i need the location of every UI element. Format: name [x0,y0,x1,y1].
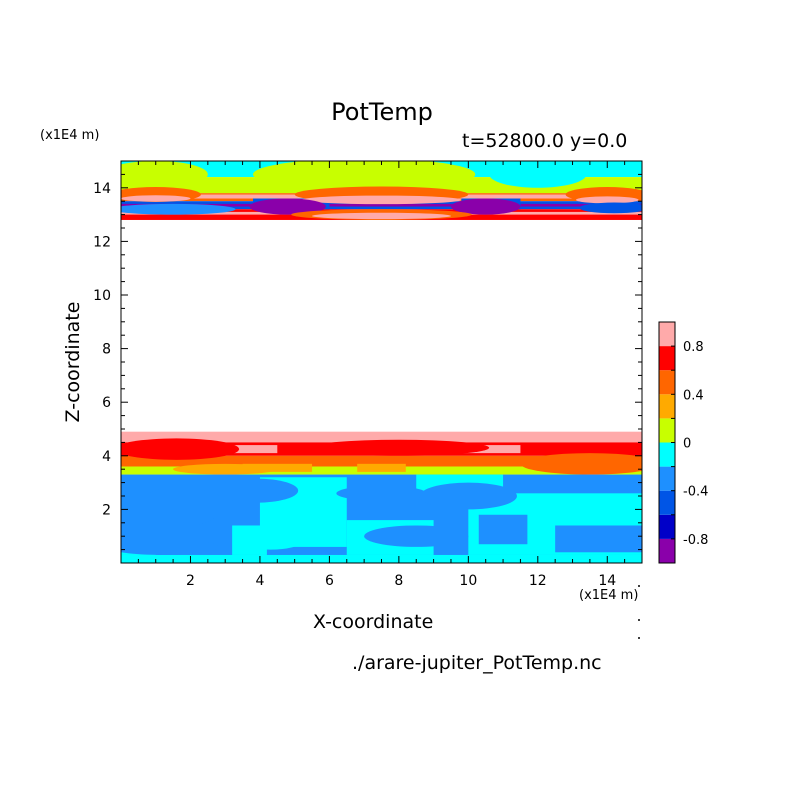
x-tick-label: 4 [255,573,264,589]
contour-patch [576,196,639,204]
contour-patch [520,453,642,475]
contour-region [478,514,528,545]
colorbar-swatch [659,322,675,347]
x-tick-label: 2 [186,573,195,589]
contour-patch [489,161,587,188]
colorbar-swatch [659,370,675,395]
contour-patch [173,463,278,475]
contour-patch [312,212,451,220]
contour-patch [579,202,642,214]
y-tick-label: 14 [93,181,111,197]
x-tick-label: 10 [459,573,477,589]
colorbar-label: 0 [683,437,691,452]
contour-field [121,161,642,563]
contour-region [357,463,406,472]
y-tick-label: 12 [93,234,111,250]
y-tick-label: 8 [102,342,111,358]
contour-patch [214,478,299,503]
x-axis-label: X-coordinate [313,611,434,633]
contour-band [121,455,642,467]
colorbar-swatch [659,490,675,515]
contour-patch [121,438,240,460]
contour-patch [121,203,236,215]
contour-patch [301,195,462,205]
contour-region [555,525,642,553]
contour-patch [121,195,191,202]
contour-patch [336,485,427,501]
marker-dot [638,637,640,639]
colorbar-label: -0.8 [683,533,708,548]
contour-patch [239,533,302,550]
x-tick-label: 6 [325,573,334,589]
contour-patch [308,439,490,456]
contour-patch [121,538,219,555]
colorbar-swatch [659,346,675,371]
contour-patch [419,482,517,510]
contour-patch [510,474,636,491]
contour-patch [249,198,326,215]
colorbar-swatch [659,442,675,467]
axis-ticks [120,160,643,564]
contour-region [121,554,642,563]
y-tick-label: 6 [102,395,111,411]
colorbar-swatch [659,394,675,419]
y-axis-unit: (x1E4 m) [40,128,100,143]
source-file-label: ./arare-jupiter_PotTemp.nc [352,652,602,674]
colorbar-swatch [659,466,675,491]
x-tick-label: 14 [598,573,616,589]
marker-dot [638,619,640,621]
colorbar: 0.8 0.4 0 -0.4 -0.8 [658,321,708,564]
contour-patch [121,161,208,188]
contour-patch [450,198,521,215]
y-tick-label: 10 [93,288,111,304]
y-tick-label: 2 [102,502,111,518]
contour-region [242,463,313,472]
x-tick-label: 8 [394,573,403,589]
time-and-slice-label: t=52800.0 y=0.0 [462,130,628,152]
contour-patch [253,161,476,191]
contour-region [121,203,642,207]
colorbar-swatch [659,514,675,539]
contour-band [121,431,642,443]
colorbar-swatch [659,538,675,563]
colorbar-label: 0.8 [683,340,704,355]
colorbar-swatch [659,418,675,443]
marker-dot [638,585,640,587]
colorbar-label: -0.4 [683,485,708,500]
x-axis-unit: (x1E4 m) [579,588,639,603]
y-tick-label: 4 [102,449,111,465]
colorbar-label: 0.4 [683,388,704,403]
chart-title: PotTemp [331,98,433,126]
contour-region [207,445,278,454]
contour-patch [138,486,222,527]
x-tick-label: 12 [529,573,547,589]
contour-patch [364,525,469,547]
